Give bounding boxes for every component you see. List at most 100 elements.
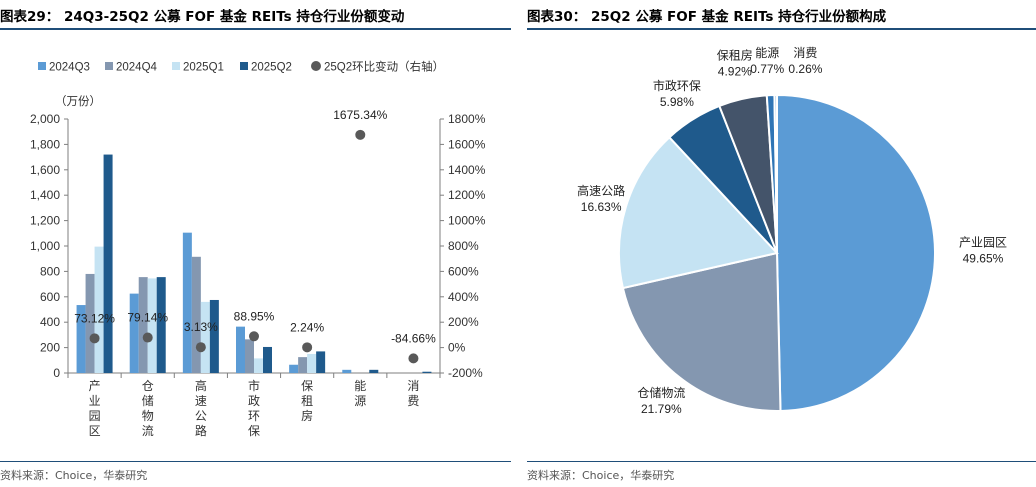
source-rule — [527, 461, 1036, 462]
x-tick-label: 消费 — [407, 379, 419, 408]
bar-2024Q3 — [236, 326, 245, 373]
unit-label: （万份） — [55, 95, 101, 108]
bar-2025Q2 — [263, 346, 272, 373]
bar-2025Q1 — [94, 246, 104, 373]
bar-2024Q4 — [85, 273, 95, 373]
bar-2025Q1 — [254, 358, 263, 373]
slice-label: 仓储物流 — [637, 385, 685, 400]
y-left-tick-label: 1,400 — [30, 188, 60, 202]
slice-value: 16.63% — [581, 200, 622, 214]
slice-value: 5.98% — [660, 95, 694, 109]
change-marker — [89, 333, 100, 344]
slice-label: 能源 — [755, 46, 779, 60]
y-left-tick-label: 1,600 — [30, 163, 60, 177]
y-right-tick-label: 1200% — [448, 188, 486, 202]
x-tick-label: 高速公路 — [195, 378, 207, 438]
bar-2025Q2 — [369, 369, 379, 373]
bar-2025Q2 — [103, 154, 113, 373]
slice-value: 0.26% — [788, 62, 822, 76]
chart-title: 图表30： 25Q2 公募 FOF 基金 REITs 持仓行业份额构成 — [527, 9, 887, 25]
pie-slice — [773, 93, 778, 254]
legend-swatch — [240, 62, 248, 70]
y-right-tick-label: -200% — [448, 366, 483, 380]
change-label: -84.66% — [391, 331, 436, 345]
bar-2024Q3 — [129, 293, 139, 373]
bar-chart-panel: 图表29： 24Q3-25Q2 公募 FOF 基金 REITs 持仓行业份额变动… — [0, 0, 511, 487]
y-right-tick-label: 1600% — [448, 137, 486, 151]
pie-slice — [621, 251, 782, 412]
slice-value: 4.92% — [718, 65, 752, 79]
source-rule — [0, 461, 511, 462]
bar-2025Q1 — [200, 301, 210, 373]
x-tick-label: 能源 — [354, 379, 366, 408]
y-right-tick-label: 600% — [448, 264, 479, 278]
legend-label: 2024Q4 — [116, 62, 158, 74]
pie-slice — [618, 135, 779, 290]
legend-swatch — [105, 62, 113, 70]
bar-2024Q4 — [191, 256, 201, 373]
change-marker — [249, 331, 259, 342]
y-right-tick-label: 800% — [448, 239, 479, 253]
legend-label: 25Q2环比变动（右轴） — [324, 60, 444, 74]
y-right-tick-label: 0% — [448, 341, 466, 355]
pie-chart-panel: 图表30： 25Q2 公募 FOF 基金 REITs 持仓行业份额构成 产业园区… — [527, 0, 1036, 487]
bar-2024Q3 — [342, 369, 352, 373]
y-left-tick-label: 1,000 — [30, 239, 60, 253]
y-right-tick-label: 1400% — [448, 163, 486, 177]
title-rule — [527, 28, 1036, 30]
bar-2025Q1 — [307, 353, 317, 373]
change-marker — [195, 342, 206, 353]
legend-label: 2024Q3 — [49, 62, 90, 74]
slice-value: 0.77% — [750, 62, 784, 76]
legend-marker — [311, 61, 321, 71]
y-right-tick-label: 1000% — [448, 214, 486, 228]
change-marker — [302, 342, 313, 353]
chart-title: 图表29： 24Q3-25Q2 公募 FOF 基金 REITs 持仓行业份额变动 — [0, 9, 405, 25]
change-label: 88.95% — [234, 309, 275, 323]
y-left-tick-label: 800 — [40, 264, 60, 278]
legend-swatch — [172, 62, 180, 70]
bar-2024Q4 — [245, 339, 254, 373]
pie-chart: 产业园区 49.65% 仓储物流 21.79% 高速公路 16.63% 市政环保 5.98% 保… — [577, 46, 1007, 416]
y-left-tick-label: 600 — [40, 290, 60, 304]
source-note: 资料来源：Choice，华泰研究 — [0, 469, 148, 482]
y-left-tick-label: 400 — [40, 315, 60, 329]
change-label: 79.14% — [127, 311, 168, 325]
x-tick-label: 产业园区 — [89, 379, 101, 438]
slice-value: 49.65% — [963, 252, 1004, 266]
bar-2024Q3 — [182, 232, 192, 373]
y-right-tick-label: 200% — [448, 315, 479, 329]
x-tick-label: 仓储物流 — [142, 379, 154, 438]
y-left-tick-label: 0 — [53, 366, 60, 380]
slice-label: 保租房 — [717, 48, 753, 63]
slice-label: 高速公路 — [577, 183, 625, 198]
bar-2024Q3 — [76, 305, 86, 373]
legend-label: 2025Q2 — [251, 62, 292, 74]
y-right-tick-label: 400% — [448, 290, 479, 304]
bar-2025Q2 — [156, 277, 166, 373]
bar-2024Q4 — [138, 277, 148, 373]
pie-slice — [776, 93, 936, 412]
title-rule — [0, 28, 511, 30]
slice-label: 产业园区 — [959, 236, 1007, 250]
x-tick-label: 市政环保 — [248, 378, 260, 438]
source-note: 资料来源：Choice，华泰研究 — [527, 469, 675, 482]
bar-2025Q2 — [316, 351, 326, 373]
slice-label: 消费 — [793, 46, 817, 60]
change-marker — [355, 129, 366, 140]
change-label: 2.24% — [290, 320, 324, 334]
bar-2024Q4 — [298, 357, 308, 373]
y-left-tick-label: 2,000 — [30, 112, 60, 126]
bar-chart: 2024Q3 2024Q4 2025Q1 2025Q2 25Q2环比变动（右轴） （万份）… — [30, 60, 486, 439]
y-right-tick-label: 1800% — [448, 112, 486, 126]
x-tick-label: 保租房 — [301, 379, 313, 423]
change-label: 3.13% — [184, 320, 218, 334]
y-left-tick-label: 1,200 — [30, 214, 60, 228]
bar-2025Q2 — [209, 299, 219, 373]
slice-label: 市政环保 — [653, 78, 701, 93]
y-left-tick-label: 200 — [40, 341, 60, 355]
bar-2025Q1 — [147, 278, 157, 373]
change-marker — [408, 353, 419, 364]
legend-label: 2025Q1 — [183, 62, 224, 74]
slice-value: 21.79% — [641, 402, 682, 416]
